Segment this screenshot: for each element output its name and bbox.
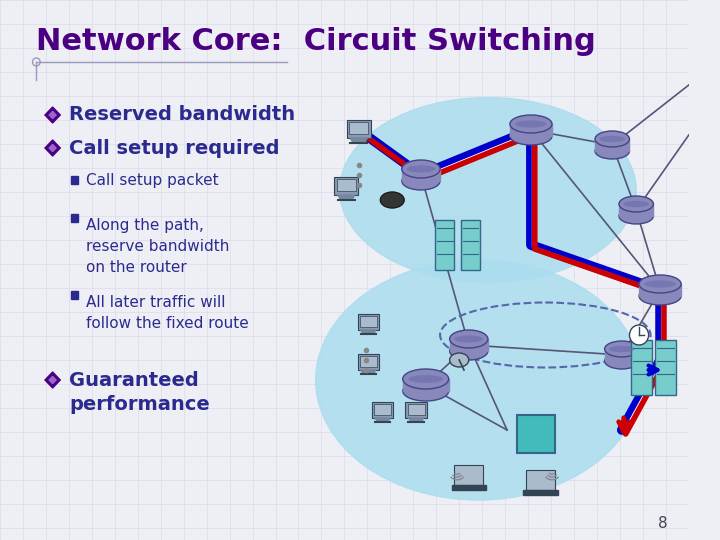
Ellipse shape: [639, 287, 681, 305]
Ellipse shape: [595, 143, 629, 159]
Ellipse shape: [402, 172, 440, 190]
Polygon shape: [449, 339, 488, 351]
Polygon shape: [639, 284, 681, 296]
Text: Call setup packet: Call setup packet: [86, 172, 219, 187]
Text: Along the path,
reserve bandwidth
on the router: Along the path, reserve bandwidth on the…: [86, 218, 230, 275]
Text: Call setup required: Call setup required: [69, 138, 279, 158]
Ellipse shape: [516, 120, 546, 127]
Ellipse shape: [624, 201, 649, 207]
Polygon shape: [361, 370, 376, 374]
Ellipse shape: [595, 131, 629, 147]
Ellipse shape: [510, 127, 552, 145]
Ellipse shape: [449, 353, 469, 367]
Ellipse shape: [402, 381, 449, 401]
Polygon shape: [49, 144, 56, 152]
FancyBboxPatch shape: [526, 470, 555, 490]
Polygon shape: [45, 140, 60, 156]
FancyBboxPatch shape: [349, 122, 368, 134]
Text: Reserved bandwidth: Reserved bandwidth: [69, 105, 295, 125]
Polygon shape: [49, 111, 56, 119]
Ellipse shape: [619, 196, 654, 212]
FancyBboxPatch shape: [374, 403, 391, 415]
Ellipse shape: [510, 115, 552, 133]
FancyBboxPatch shape: [337, 179, 356, 191]
Text: Guaranteed: Guaranteed: [69, 370, 199, 389]
FancyBboxPatch shape: [372, 402, 393, 418]
FancyBboxPatch shape: [347, 120, 371, 138]
Ellipse shape: [408, 375, 443, 383]
Ellipse shape: [407, 165, 436, 173]
Polygon shape: [71, 214, 78, 222]
FancyBboxPatch shape: [360, 356, 377, 367]
Ellipse shape: [380, 192, 405, 208]
Polygon shape: [605, 349, 639, 361]
FancyBboxPatch shape: [631, 340, 652, 395]
Polygon shape: [338, 195, 355, 199]
Polygon shape: [45, 372, 60, 388]
Polygon shape: [402, 379, 449, 391]
FancyBboxPatch shape: [461, 220, 480, 270]
Text: All later traffic will
follow the fixed route: All later traffic will follow the fixed …: [86, 295, 249, 331]
Polygon shape: [510, 124, 552, 136]
Ellipse shape: [449, 330, 488, 348]
Ellipse shape: [315, 260, 641, 500]
Ellipse shape: [605, 341, 639, 357]
FancyBboxPatch shape: [360, 315, 377, 327]
Polygon shape: [619, 204, 654, 216]
Polygon shape: [402, 169, 440, 181]
Circle shape: [629, 325, 649, 345]
Polygon shape: [595, 139, 629, 151]
FancyBboxPatch shape: [405, 402, 427, 418]
Polygon shape: [375, 418, 390, 422]
FancyBboxPatch shape: [517, 415, 555, 453]
FancyBboxPatch shape: [334, 177, 359, 195]
Polygon shape: [361, 330, 376, 334]
Polygon shape: [49, 376, 56, 383]
FancyBboxPatch shape: [454, 465, 483, 485]
Polygon shape: [71, 291, 78, 299]
Polygon shape: [451, 485, 486, 490]
Ellipse shape: [599, 136, 625, 142]
Text: Network Core:  Circuit Switching: Network Core: Circuit Switching: [36, 28, 596, 57]
Polygon shape: [523, 490, 558, 495]
FancyBboxPatch shape: [358, 314, 379, 330]
Ellipse shape: [402, 160, 440, 178]
Ellipse shape: [449, 342, 488, 360]
FancyBboxPatch shape: [436, 220, 454, 270]
Ellipse shape: [619, 208, 654, 224]
Polygon shape: [71, 176, 78, 184]
Ellipse shape: [609, 346, 635, 352]
FancyBboxPatch shape: [358, 354, 379, 370]
FancyBboxPatch shape: [408, 403, 425, 415]
Polygon shape: [350, 138, 367, 143]
Ellipse shape: [644, 280, 676, 288]
Polygon shape: [45, 107, 60, 123]
Ellipse shape: [402, 369, 449, 389]
Ellipse shape: [340, 98, 636, 282]
Text: 8: 8: [658, 516, 667, 530]
Polygon shape: [408, 418, 424, 422]
Ellipse shape: [639, 275, 681, 293]
Text: performance: performance: [69, 395, 210, 415]
Ellipse shape: [605, 353, 639, 369]
Ellipse shape: [454, 335, 483, 342]
FancyBboxPatch shape: [655, 340, 676, 395]
